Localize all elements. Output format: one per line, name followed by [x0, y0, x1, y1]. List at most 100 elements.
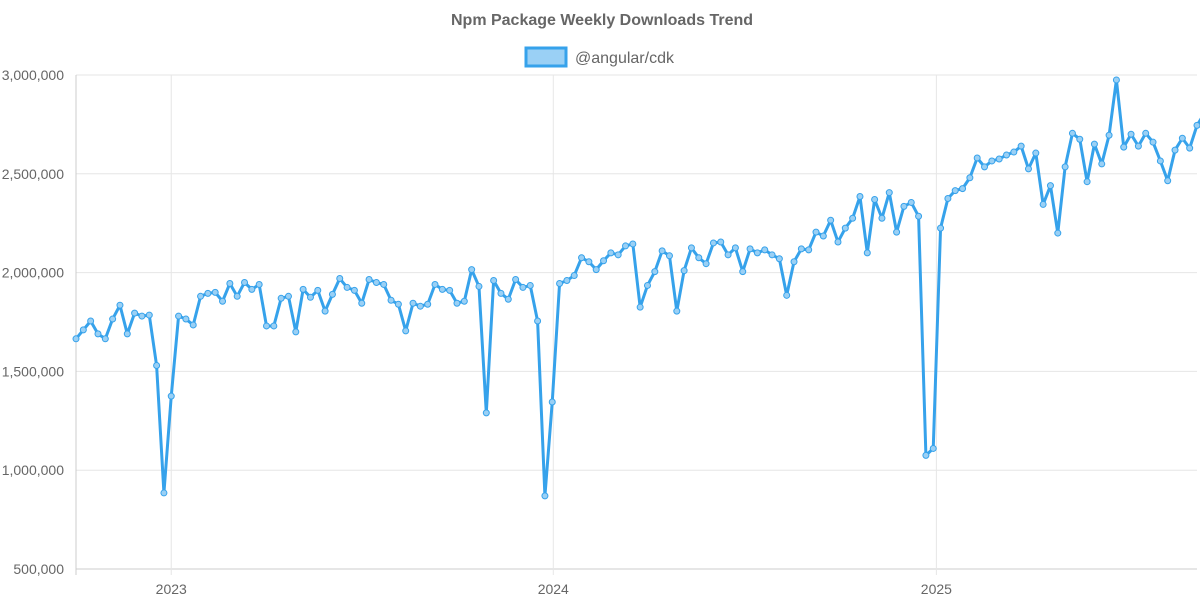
data-point[interactable]	[197, 292, 205, 300]
data-point[interactable]	[460, 297, 468, 305]
data-point[interactable]	[490, 277, 498, 284]
data-point[interactable]	[680, 267, 688, 275]
data-point[interactable]	[907, 198, 915, 206]
data-point[interactable]	[270, 322, 278, 330]
data-point[interactable]	[643, 281, 651, 289]
data-point[interactable]	[812, 228, 820, 236]
data-point[interactable]	[578, 254, 586, 262]
data-point[interactable]	[306, 293, 314, 301]
data-point[interactable]	[402, 327, 410, 335]
data-point[interactable]	[284, 292, 292, 300]
data-point[interactable]	[1032, 149, 1040, 157]
data-point[interactable]	[512, 276, 520, 284]
data-point[interactable]	[504, 295, 512, 303]
data-point[interactable]	[973, 154, 981, 162]
data-point[interactable]	[1156, 157, 1164, 165]
data-point[interactable]	[922, 451, 930, 459]
data-point[interactable]	[1054, 229, 1062, 237]
data-point[interactable]	[526, 281, 534, 289]
data-point[interactable]	[1017, 142, 1025, 150]
data-point[interactable]	[819, 232, 827, 240]
data-point[interactable]	[1178, 134, 1186, 142]
data-point[interactable]	[731, 244, 739, 252]
data-point[interactable]	[101, 335, 109, 343]
data-point[interactable]	[438, 285, 446, 293]
data-point[interactable]	[468, 266, 476, 274]
data-point[interactable]	[299, 285, 307, 293]
data-point[interactable]	[1046, 182, 1054, 190]
data-point[interactable]	[937, 224, 945, 232]
data-point[interactable]	[717, 238, 725, 246]
data-point[interactable]	[600, 257, 608, 265]
legend[interactable]: @angular/cdk	[524, 46, 675, 68]
data-point[interactable]	[358, 299, 366, 307]
data-point[interactable]	[1061, 163, 1069, 171]
data-point[interactable]	[380, 280, 388, 288]
data-point[interactable]	[995, 155, 1003, 163]
data-point[interactable]	[1098, 160, 1106, 168]
data-point[interactable]	[314, 286, 322, 294]
data-point[interactable]	[255, 280, 263, 288]
data-point[interactable]	[72, 335, 80, 343]
data-point[interactable]	[805, 246, 813, 254]
data-point[interactable]	[665, 252, 673, 260]
data-point[interactable]	[1149, 138, 1157, 146]
data-point[interactable]	[709, 239, 717, 247]
data-point[interactable]	[746, 245, 754, 253]
data-point[interactable]	[856, 193, 864, 201]
data-point[interactable]	[849, 214, 857, 222]
data-point[interactable]	[116, 301, 124, 309]
data-point[interactable]	[988, 157, 996, 165]
data-point[interactable]	[394, 300, 402, 308]
data-point[interactable]	[1134, 142, 1142, 150]
data-point[interactable]	[951, 187, 959, 195]
data-point[interactable]	[350, 286, 358, 294]
data-point[interactable]	[248, 285, 256, 293]
data-point[interactable]	[1090, 140, 1098, 148]
data-point[interactable]	[372, 278, 380, 286]
data-point[interactable]	[123, 330, 131, 338]
data-point[interactable]	[724, 251, 732, 259]
data-point[interactable]	[687, 244, 695, 252]
data-point[interactable]	[827, 216, 835, 224]
data-point[interactable]	[636, 303, 644, 311]
data-point[interactable]	[629, 240, 637, 248]
data-point[interactable]	[387, 296, 395, 304]
data-point[interactable]	[585, 258, 593, 266]
data-point[interactable]	[145, 311, 153, 319]
data-point[interactable]	[336, 275, 344, 283]
data-point[interactable]	[167, 392, 175, 400]
data-point[interactable]	[204, 289, 212, 297]
data-point[interactable]	[1186, 144, 1194, 152]
data-point[interactable]	[1039, 200, 1047, 208]
data-point[interactable]	[548, 398, 556, 406]
data-point[interactable]	[775, 255, 783, 263]
data-point[interactable]	[702, 260, 710, 268]
data-point[interactable]	[658, 247, 666, 255]
data-point[interactable]	[233, 292, 241, 300]
data-point[interactable]	[673, 307, 681, 315]
data-point[interactable]	[1120, 143, 1128, 151]
data-point[interactable]	[556, 279, 564, 287]
data-point[interactable]	[592, 266, 600, 274]
data-point[interactable]	[497, 289, 505, 297]
data-point[interactable]	[79, 326, 87, 334]
data-point[interactable]	[219, 297, 227, 305]
data-point[interactable]	[453, 299, 461, 307]
data-point[interactable]	[695, 254, 703, 262]
data-point[interactable]	[966, 174, 974, 182]
data-point[interactable]	[541, 492, 549, 500]
data-point[interactable]	[475, 282, 483, 290]
data-point[interactable]	[1024, 165, 1032, 173]
data-point[interactable]	[944, 195, 952, 202]
data-point[interactable]	[211, 288, 219, 296]
data-point[interactable]	[1083, 178, 1091, 186]
data-point[interactable]	[1171, 146, 1179, 154]
data-point[interactable]	[365, 276, 373, 284]
data-point[interactable]	[94, 330, 102, 338]
data-point[interactable]	[614, 251, 622, 259]
data-point[interactable]	[87, 317, 95, 325]
data-point[interactable]	[1003, 151, 1010, 159]
data-point[interactable]	[431, 280, 439, 288]
data-point[interactable]	[915, 212, 923, 220]
